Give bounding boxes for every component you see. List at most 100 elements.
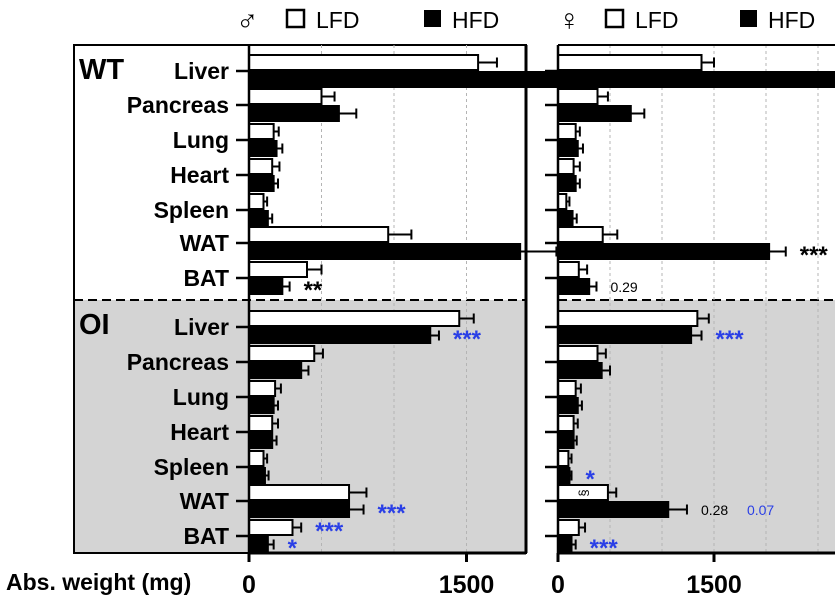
male-symbol: ♂: [236, 4, 259, 37]
category-label-wt-wat: WAT: [180, 230, 229, 256]
bar-male-wt-wat-lfd: [248, 226, 390, 243]
annotation-label: *: [586, 466, 596, 493]
bar-female-wt-heart-hfd: [557, 175, 577, 192]
bar-male-oi-lung-lfd: [248, 380, 277, 397]
bar-male-oi-heart-lfd: [248, 415, 274, 432]
x-axis-title: Abs. weight (mg): [6, 569, 191, 595]
bar-male-wt-bat-lfd: [248, 261, 308, 278]
bar-male-wt-wat-hfd: [248, 243, 522, 260]
bar-female-oi-bat-lfd: [557, 519, 580, 536]
bar-female-wt-liver-lfd: [557, 54, 703, 71]
annotation-label: ***: [716, 326, 745, 353]
bar-female-oi-lung-hfd: [557, 397, 579, 414]
bar-female-oi-heart-lfd: [557, 415, 575, 432]
category-label-wt-lung: Lung: [173, 127, 229, 153]
legend-lfd-swatch-female: [604, 8, 625, 29]
annotation-label: ***: [453, 326, 482, 353]
bar-female-oi-bat-hfd: [557, 536, 573, 553]
bar-female-wt-pancreas-lfd: [557, 88, 599, 105]
category-label-oi-heart: Heart: [170, 419, 229, 445]
annotation-label: ***: [800, 242, 829, 269]
legend-hfd-swatch-female: [740, 10, 757, 27]
bar-female-wt-spleen-hfd: [557, 210, 574, 227]
bar-male-wt-lung-lfd: [248, 123, 275, 140]
category-labels: Liver Pancreas Lung Heart Spleen WAT BAT Liver P…: [127, 58, 230, 549]
category-label-oi-lung: Lung: [173, 384, 229, 410]
legend-lfd-label-male: LFD: [316, 7, 359, 33]
x-tick-label: 0: [242, 571, 256, 599]
bar-male-oi-pancreas-hfd: [248, 362, 303, 379]
category-label-wt-heart: Heart: [170, 162, 229, 188]
legend-lfd-label-female: LFD: [635, 7, 678, 33]
tick-labels: 01500015003000: [242, 571, 742, 599]
x-tick-label: 1500: [439, 571, 495, 599]
bar-male-oi-heart-hfd: [248, 432, 274, 449]
annotations: 0.20********************0.29****0.280.07…: [288, 72, 829, 562]
x-tick-label: 1500: [686, 571, 742, 599]
bar-female-oi-pancreas-hfd: [557, 362, 603, 379]
bar-male-oi-bat-lfd: [248, 519, 294, 536]
bar-male-wt-heart-lfd: [248, 158, 274, 175]
bar-female-wt-heart-lfd: [557, 158, 575, 175]
category-label-wt-pancreas: Pancreas: [127, 92, 229, 118]
bars-layer: [248, 54, 835, 553]
legend-hfd-label-female: HFD: [768, 7, 815, 33]
annotation-label: 0.28: [701, 502, 728, 518]
bar-male-wt-pancreas-lfd: [248, 88, 323, 105]
bar-male-wt-spleen-lfd: [248, 193, 265, 210]
category-label-oi-spleen: Spleen: [154, 454, 229, 480]
annotation-label: ***: [378, 500, 407, 527]
category-label-oi-pancreas: Pancreas: [127, 349, 229, 375]
annotation-label: 0.20: [608, 72, 635, 88]
legend-lfd-swatch-male: [285, 8, 306, 29]
category-label-oi-liver: Liver: [174, 314, 229, 340]
bar-female-oi-lung-lfd: [557, 380, 577, 397]
category-label-oi-wat: WAT: [180, 488, 229, 514]
annotation-mark: §: [576, 489, 591, 496]
bar-male-oi-liver-hfd: [248, 327, 432, 344]
group-label-wt: WT: [79, 54, 124, 86]
bar-female-wt-liver-hfd: [557, 71, 835, 88]
bar-male-oi-wat-hfd: [248, 501, 351, 518]
bar-male-oi-bat-hfd: [248, 536, 269, 553]
bar-male-oi-spleen-hfd: [248, 467, 266, 484]
grid-lines: [321, 45, 819, 553]
bar-female-wt-lung-hfd: [557, 140, 579, 157]
bar-male-wt-liver-hfd: [248, 71, 567, 88]
bar-male-oi-spleen-lfd: [248, 450, 265, 467]
bar-female-oi-spleen-lfd: [557, 450, 570, 467]
bar-male-wt-pancreas-hfd: [248, 105, 340, 122]
bar-female-oi-liver-lfd: [557, 310, 699, 327]
category-label-wt-liver: Liver: [174, 58, 229, 84]
annotation-label: 0.07: [747, 502, 774, 518]
annotation-label: **: [304, 277, 323, 304]
annotation-label: 0.29: [610, 279, 637, 295]
category-label-oi-bat: BAT: [183, 523, 229, 549]
annotation-label: *: [288, 535, 298, 562]
bar-female-wt-wat-hfd: [557, 243, 771, 260]
axes-layer: [236, 44, 835, 562]
group-label-oi: OI: [79, 309, 110, 341]
bar-female-oi-liver-hfd: [557, 327, 693, 344]
bar-female-wt-lung-lfd: [557, 123, 577, 140]
bar-male-oi-liver-lfd: [248, 310, 461, 327]
bar-male-oi-wat-lfd: [248, 484, 351, 501]
annotation-label: ***: [315, 518, 344, 545]
bar-female-wt-pancreas-hfd: [557, 105, 632, 122]
category-label-wt-bat: BAT: [183, 265, 229, 291]
legend-hfd-label-male: HFD: [452, 7, 499, 33]
legend-hfd-swatch-male: [424, 10, 441, 27]
bar-male-wt-heart-hfd: [248, 175, 275, 192]
x-tick-label: 0: [551, 571, 565, 599]
bar-female-oi-heart-hfd: [557, 432, 575, 449]
category-label-wt-spleen: Spleen: [154, 197, 229, 223]
bar-male-wt-bat-hfd: [248, 278, 284, 295]
bar-female-oi-spleen-hfd: [557, 467, 571, 484]
bar-female-oi-wat-hfd: [557, 501, 670, 518]
bar-male-oi-lung-hfd: [248, 397, 275, 414]
bar-male-wt-liver-lfd: [248, 54, 480, 71]
female-symbol: ♀: [558, 4, 581, 37]
annotation-label: **: [570, 242, 589, 269]
bar-male-wt-spleen-hfd: [248, 210, 269, 227]
